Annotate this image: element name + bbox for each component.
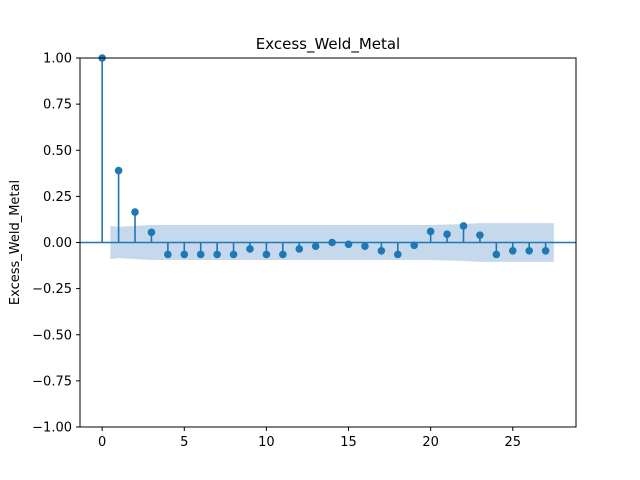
x-tick-label-5: 5 xyxy=(180,435,188,450)
y-tick-label-7: 0.75 xyxy=(43,98,72,113)
y-tick-label-5: 0.25 xyxy=(43,190,72,205)
marker-lag-18 xyxy=(394,250,402,259)
marker-lag-17 xyxy=(377,247,386,255)
marker-lag-22 xyxy=(459,222,468,230)
x-ticks: 0 5 10 15 20 25 xyxy=(98,427,521,450)
y-tick-label-1: −0.75 xyxy=(32,374,72,389)
marker-lag-20 xyxy=(426,227,435,236)
marker-lag-13 xyxy=(311,242,320,250)
marker-lag-7 xyxy=(213,250,221,259)
marker-lag-27 xyxy=(541,247,550,255)
x-tick-label-0: 0 xyxy=(98,435,106,450)
marker-lag-6 xyxy=(196,250,205,259)
marker-lag-3 xyxy=(147,228,156,237)
markers-layer xyxy=(98,54,550,259)
marker-lag-2 xyxy=(131,208,139,216)
marker-lag-24 xyxy=(492,250,501,259)
y-axis-label: Excess_Weld_Metal xyxy=(8,180,23,305)
y-tick-label-4: 0.00 xyxy=(43,236,72,251)
x-tick-label-15: 15 xyxy=(340,435,357,450)
marker-lag-12 xyxy=(295,245,304,253)
marker-lag-9 xyxy=(246,245,254,253)
marker-lag-10 xyxy=(262,250,271,259)
marker-lag-8 xyxy=(229,250,238,259)
marker-lag-26 xyxy=(525,247,533,255)
marker-lag-1 xyxy=(114,166,123,175)
y-tick-label-6: 0.50 xyxy=(43,144,72,159)
marker-lag-19 xyxy=(410,241,419,250)
marker-lag-23 xyxy=(476,231,484,239)
x-tick-label-10: 10 xyxy=(258,435,275,450)
x-tick-label-20: 20 xyxy=(422,435,439,450)
marker-lag-4 xyxy=(164,250,172,259)
marker-lag-16 xyxy=(361,242,369,250)
y-ticks: −1.00 −0.75 −0.50 −0.25 0.00 0.25 0.50 0.75 1.00 xyxy=(32,52,80,436)
marker-lag-21 xyxy=(443,230,451,238)
y-tick-label-3: −0.25 xyxy=(32,282,72,297)
y-tick-label-2: −0.50 xyxy=(32,328,72,343)
marker-lag-11 xyxy=(279,250,287,259)
x-tick-label-25: 25 xyxy=(504,435,521,450)
marker-lag-15 xyxy=(344,240,353,249)
chart-title: Excess_Weld_Metal xyxy=(256,35,400,54)
marker-lag-14 xyxy=(328,238,336,247)
marker-lag-5 xyxy=(180,250,189,259)
marker-lag-25 xyxy=(508,247,517,255)
y-tick-label-0: −1.00 xyxy=(32,421,72,436)
y-tick-label-8: 1.00 xyxy=(43,52,72,67)
